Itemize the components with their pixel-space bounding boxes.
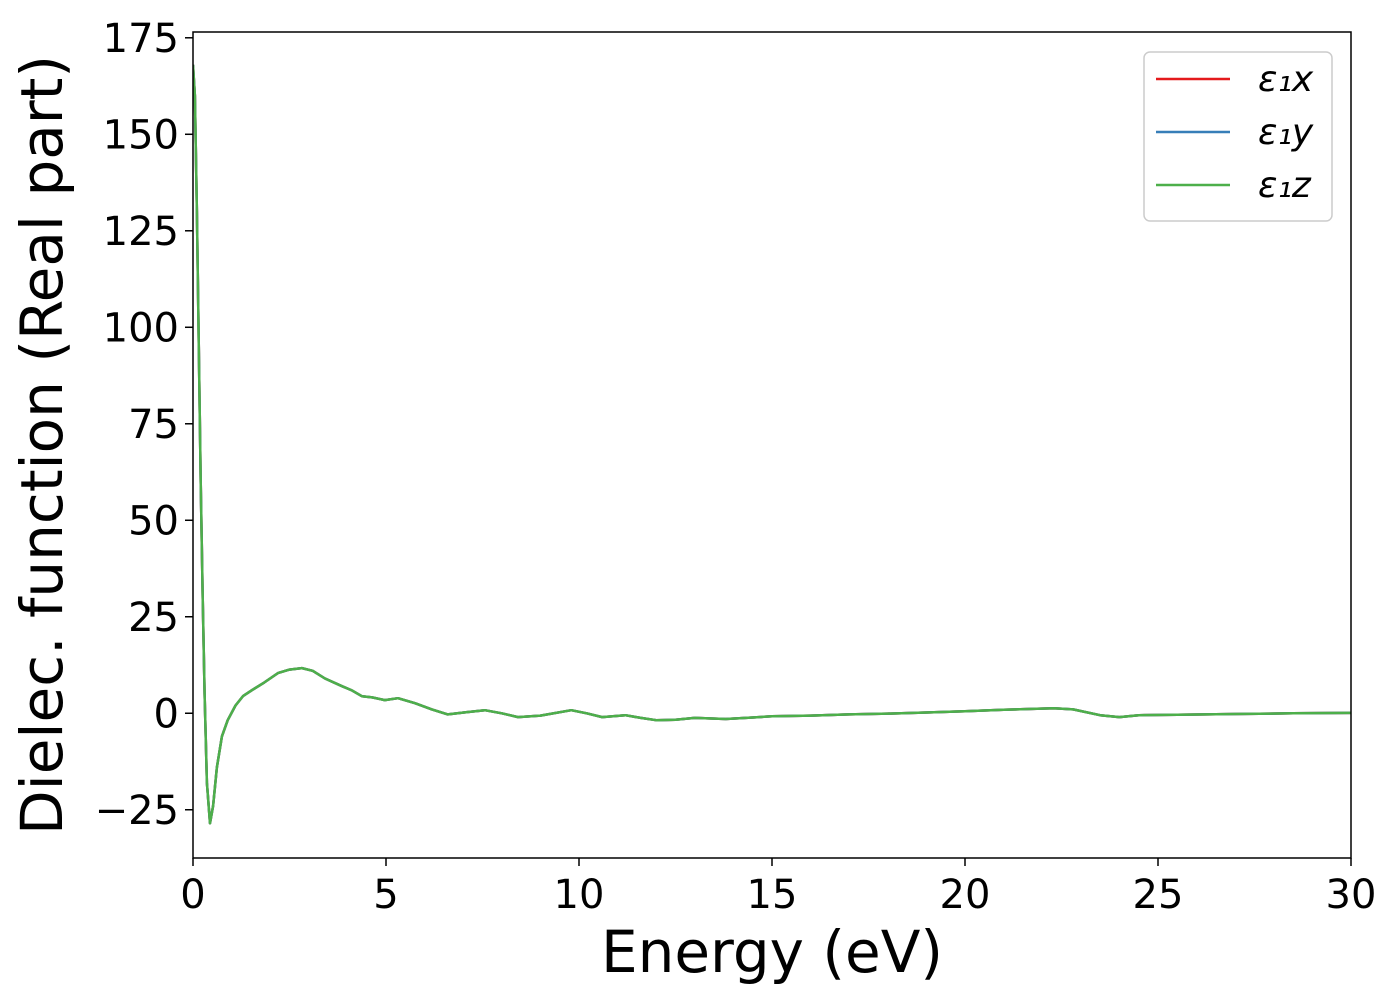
x-tick-label: 30 [1326, 872, 1377, 918]
x-tick-label: 10 [554, 872, 605, 918]
y-tick-label: 50 [128, 498, 179, 544]
x-tick-label: 0 [180, 872, 205, 918]
legend: ε₁x ε₁y ε₁z [1143, 51, 1333, 222]
x-tick-label: 20 [940, 872, 991, 918]
y-tick-label: −25 [95, 788, 179, 834]
x-tick-label: 15 [747, 872, 798, 918]
x-axis-label: Energy (eV) [601, 918, 943, 986]
series-lines [193, 64, 1351, 825]
y-tick-label: 75 [128, 402, 179, 448]
x-tick-label: 5 [373, 872, 398, 918]
legend-label: ε₁y [1258, 112, 1314, 153]
legend-label: ε₁z [1258, 165, 1312, 206]
y-tick-label: 125 [103, 209, 179, 255]
y-axis-ticks: −25 0 25 50 75 100 125 150 175 [95, 16, 193, 834]
legend-label: ε₁x [1258, 59, 1314, 100]
y-axis-label: Dielec. function (Real part) [8, 55, 76, 835]
legend-frame [1143, 51, 1333, 222]
series-line-2 [193, 64, 1351, 825]
y-tick-label: 25 [128, 595, 179, 641]
x-axis-ticks: 0 5 10 15 20 25 30 [180, 858, 1376, 918]
y-tick-label: 0 [154, 691, 179, 737]
y-tick-label: 150 [103, 112, 179, 158]
y-tick-label: 175 [103, 16, 179, 62]
y-tick-label: 100 [103, 305, 179, 351]
x-tick-label: 25 [1133, 872, 1184, 918]
